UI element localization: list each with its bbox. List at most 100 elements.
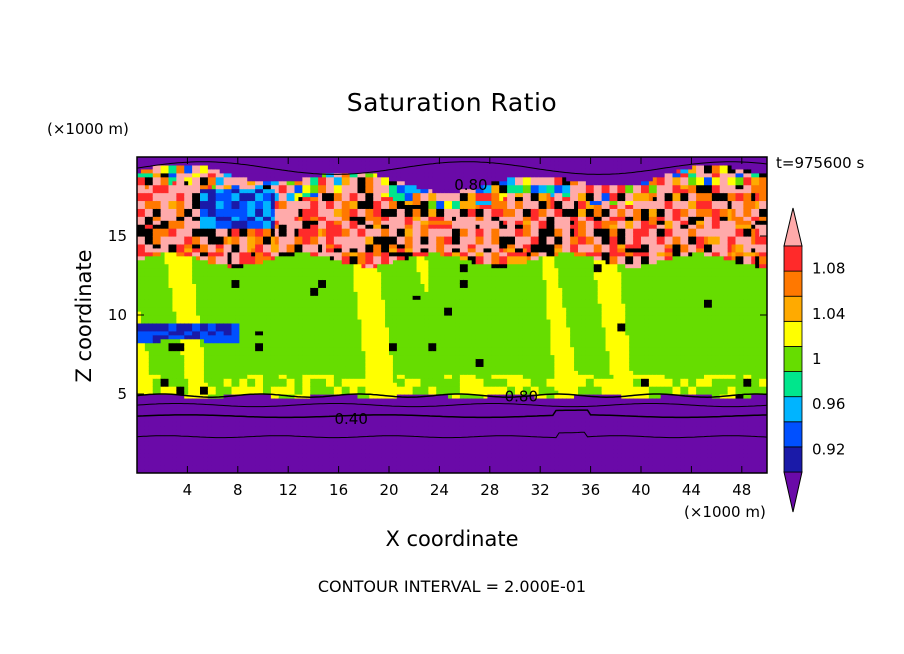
field-cell — [306, 358, 311, 363]
field-cell — [255, 160, 260, 166]
field-cell — [329, 358, 335, 363]
field-cell — [365, 184, 370, 190]
field-cell — [140, 263, 146, 269]
field-cell — [278, 307, 284, 312]
field-cell — [255, 168, 260, 174]
field-cell — [290, 362, 296, 367]
field-cell — [152, 172, 158, 178]
field-cell — [318, 232, 323, 237]
field-cell — [263, 184, 268, 190]
field-cell — [231, 275, 237, 281]
field-cell — [369, 303, 374, 308]
field-cell — [211, 394, 217, 399]
field-cell — [345, 437, 351, 442]
field-cell — [203, 279, 209, 284]
field-cell — [298, 382, 303, 387]
field-cell — [306, 208, 311, 213]
field-cell — [235, 172, 240, 178]
field-cell — [176, 236, 181, 241]
field-cell — [345, 441, 351, 446]
field-cell — [211, 212, 217, 217]
field-cell — [231, 322, 237, 328]
field-cell — [329, 188, 335, 194]
field-cell — [184, 228, 189, 233]
field-cell — [341, 437, 347, 442]
field-cell — [357, 307, 363, 312]
field-cell — [353, 362, 359, 367]
field-cell — [207, 180, 213, 186]
field-cell — [322, 342, 327, 348]
field-cell — [180, 184, 185, 190]
field-cell — [227, 342, 233, 348]
field-cell — [274, 330, 280, 336]
field-cell — [239, 283, 244, 288]
field-cell — [345, 449, 351, 454]
field-cell — [239, 236, 244, 241]
field-cell — [294, 267, 300, 273]
field-cell — [361, 421, 366, 427]
field-cell — [180, 275, 185, 281]
field-cell — [341, 445, 347, 450]
field-cell — [247, 465, 252, 470]
field-cell — [278, 330, 284, 336]
field-cell — [369, 291, 374, 296]
field-cell — [302, 330, 307, 336]
field-cell — [243, 220, 248, 225]
field-cell — [318, 409, 323, 415]
field-cell — [294, 188, 300, 194]
field-cell — [298, 370, 303, 375]
field-cell — [203, 429, 209, 435]
field-cell — [365, 429, 370, 435]
field-cell — [192, 358, 197, 363]
field-cell — [274, 469, 280, 473]
field-cell — [172, 437, 177, 442]
field-cell — [231, 216, 237, 221]
field-cell — [369, 441, 374, 446]
field-cell — [184, 299, 189, 304]
field-cell — [227, 216, 233, 221]
field-cell — [270, 220, 276, 225]
field-cell — [345, 307, 351, 312]
field-cell — [353, 212, 359, 217]
field-cell — [298, 157, 303, 162]
field-cell — [148, 243, 154, 249]
field-cell — [215, 291, 221, 296]
field-cell — [235, 397, 240, 403]
field-cell — [377, 160, 382, 166]
field-cell — [290, 157, 296, 162]
field-cell — [286, 287, 292, 292]
field-cell — [231, 212, 237, 217]
field-cell — [211, 322, 217, 328]
field-cell — [168, 267, 174, 273]
field-cell — [152, 437, 158, 442]
field-cell — [274, 208, 280, 213]
field-cell — [203, 160, 209, 166]
field-cell — [196, 330, 201, 336]
field-cell — [373, 208, 378, 213]
field-cell — [274, 299, 280, 304]
field-cell — [140, 287, 146, 292]
field-cell — [333, 437, 339, 442]
field-cell — [223, 318, 229, 324]
field-cell — [266, 461, 272, 466]
field-cell — [322, 334, 327, 340]
field-cell — [345, 157, 351, 162]
field-cell — [255, 362, 260, 367]
field-cell — [207, 157, 213, 162]
field-cell — [306, 326, 311, 332]
field-cell — [188, 251, 193, 257]
field-cell — [314, 247, 319, 253]
field-cell — [251, 421, 256, 427]
field-cell — [231, 417, 237, 423]
field-cell — [341, 397, 347, 403]
field-cell — [302, 164, 307, 170]
field-cell — [180, 401, 185, 407]
field-cell — [172, 457, 177, 462]
field-cell — [243, 188, 248, 194]
field-cell — [211, 429, 217, 435]
field-cell — [365, 164, 370, 170]
field-cell — [353, 157, 359, 162]
field-cell — [377, 421, 382, 427]
field-cell — [156, 295, 162, 300]
field-cell — [298, 465, 303, 470]
